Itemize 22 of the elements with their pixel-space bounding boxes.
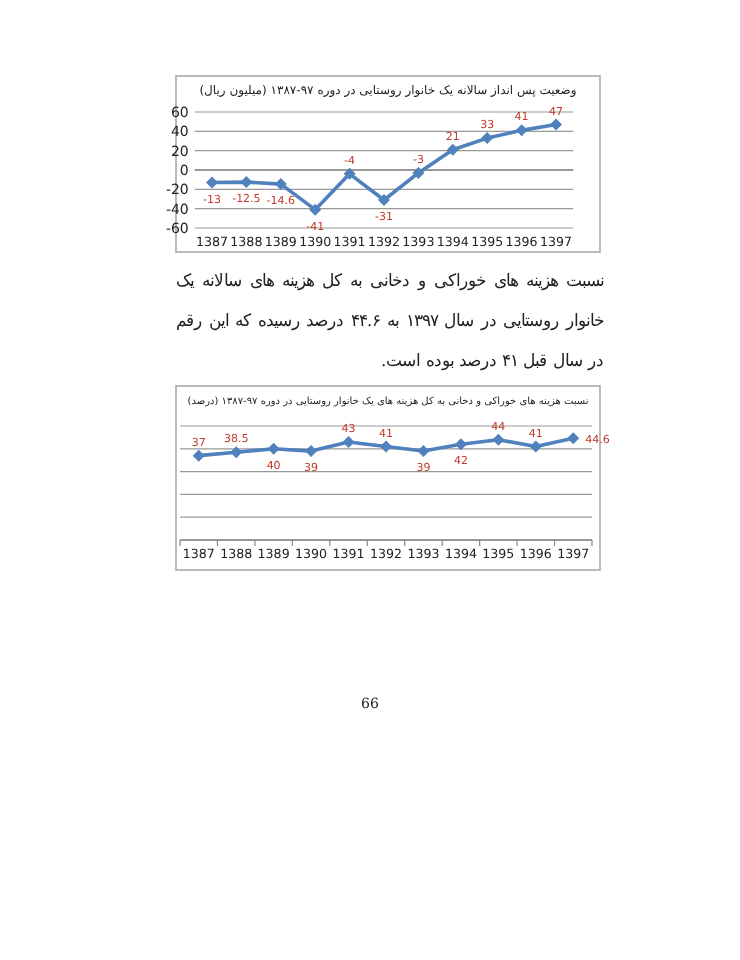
point: [412, 166, 425, 179]
point: [446, 143, 459, 156]
point: [454, 438, 467, 451]
point: [206, 176, 218, 189]
text: نسبت هزینه های خوراکی و دخانی به کل هزینه های سالانه یک خانوار روستایی در سال ۱۳۹۷ به ۴۴.۶ درصد رسیده که این رقم در سال قبل ۴۱ درصد بوده است.: [176, 270, 604, 370]
point: [240, 176, 253, 189]
point: [550, 118, 562, 131]
point: [309, 203, 322, 216]
point: [529, 440, 542, 453]
point: [342, 435, 355, 448]
point: [343, 167, 356, 180]
point: [515, 124, 528, 137]
point: [267, 442, 280, 455]
point: [305, 445, 318, 458]
point: [417, 445, 430, 458]
point: [492, 433, 505, 446]
point: [230, 446, 243, 459]
point: [567, 432, 580, 445]
point: [380, 440, 392, 453]
point: [192, 449, 205, 462]
point: [481, 132, 494, 145]
point: [378, 193, 390, 206]
